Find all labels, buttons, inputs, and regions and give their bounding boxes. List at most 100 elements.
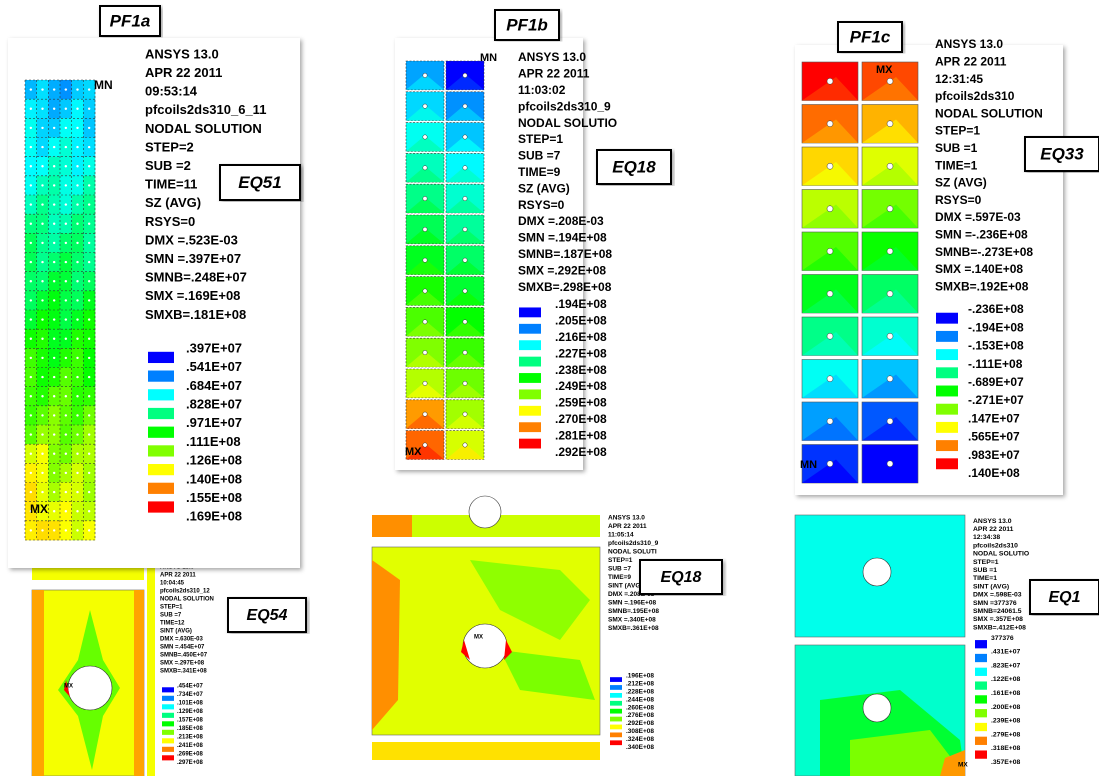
hole [64,107,68,110]
info-line: SMX =.297E+08 [160,661,205,667]
hole [462,411,468,417]
contour-band [862,459,918,483]
hole [41,222,44,225]
hole [76,452,79,455]
legend-value: .239E+08 [991,718,1021,725]
contour-band [406,443,444,460]
hole [64,184,68,187]
hole [29,280,33,283]
info-line: NODAL SOLUTION [145,121,262,136]
extreme-marker: MX [474,635,483,641]
hole [87,126,91,130]
contour-band [446,289,484,306]
panel-label: PF1a [110,11,151,30]
eq-label: EQ18 [661,569,702,586]
contour-band [862,332,918,356]
hole [422,288,428,294]
hole [87,337,91,340]
eq-label-box [1029,579,1099,615]
legend-value: .983E+07 [968,448,1020,462]
hole [76,490,79,494]
info-line: SMXB=.412E+08 [973,624,1026,631]
legend-value: .397E+07 [186,340,242,355]
hole [52,107,56,110]
hole [462,442,468,448]
info-line: SMXB=.192E+08 [935,279,1029,293]
info-line: pfcoils2ds310_9 [608,540,659,547]
contour-band [446,227,484,244]
hole [29,260,33,264]
eq-label-box [596,149,672,185]
info-line: STEP=1 [608,557,633,564]
hole [886,248,894,255]
info-line: NODAL SOLUTION [160,597,214,603]
legend-value: .213E+08 [177,735,204,741]
hole [76,222,79,225]
info-line: RSYS=0 [145,214,195,229]
legend-swatch [519,438,541,449]
legend-value: .238E+08 [555,363,607,377]
hole [64,529,68,532]
contour-band [406,320,444,337]
hole [64,88,68,91]
hole [76,337,79,340]
extreme-marker: MN [94,78,113,92]
info-line: pfcoils2ds310 [935,89,1015,103]
hole [41,241,44,245]
legend-swatch [162,746,174,752]
hole [29,395,33,398]
hole [29,222,33,225]
contour-band [406,135,444,152]
legend-value: .565E+07 [968,430,1020,444]
hole [29,529,33,532]
info-line: APR 22 2011 [518,67,590,81]
extreme-marker: MX [405,446,422,458]
hole [64,375,68,379]
hole [52,452,56,455]
contour-band [862,77,918,101]
hole [52,414,56,417]
legend-value: -.271E+07 [968,393,1024,407]
hole [76,107,79,110]
hole [462,380,468,386]
info-line: SMN =377376 [973,600,1017,607]
legend-value: .244E+08 [626,696,654,703]
info-line: 11:03:02 [518,83,566,97]
contour-band [461,640,512,660]
hole [41,299,44,302]
legend-value: .318E+08 [991,745,1021,752]
hole [87,107,91,110]
hole [52,510,56,513]
hole [29,337,33,340]
info-line: SMX =.140E+08 [935,262,1023,276]
hole [64,510,68,513]
contour-band [940,750,965,776]
legend-value: .431E+07 [991,649,1021,656]
hole [76,299,79,302]
info-line: SZ (AVG) [145,195,201,210]
eq-label-box [219,164,301,201]
contour-band [406,289,444,306]
info-line: SMN =.397E+07 [145,251,241,266]
hole [76,395,79,398]
legend-swatch [936,349,958,361]
hole [462,134,468,140]
legend-value: .140E+08 [968,466,1020,480]
info-line: SUB =2 [145,158,191,173]
contour-band [446,104,484,121]
legend-value: .194E+08 [555,297,607,311]
hole [41,471,44,475]
legend-swatch [936,330,958,342]
contour-field [372,742,600,760]
hole [41,337,44,340]
hole [52,490,56,494]
contour-field [372,515,412,537]
contour-band [802,459,858,483]
hole [76,184,79,187]
contour-band [446,381,484,398]
info-line: DMX =.208E-03 [518,214,604,228]
legend-swatch [162,712,174,718]
contour-band [446,258,484,275]
contour-band [862,289,918,313]
